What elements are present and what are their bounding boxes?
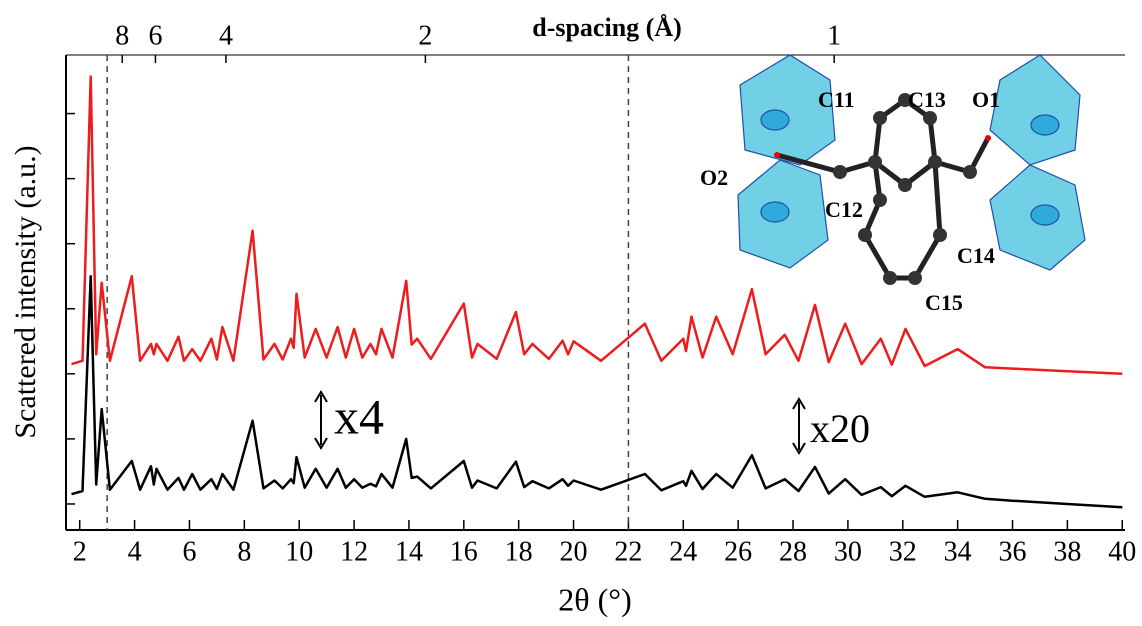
atom — [774, 152, 780, 158]
atom — [963, 165, 977, 179]
y-axis-label: Scattered intensity (a.u.) — [9, 145, 42, 438]
metal — [1030, 204, 1060, 226]
x2-tick-label: 4 — [219, 20, 233, 51]
x2-axis-label: d-spacing (Å) — [532, 13, 682, 42]
x-tick-label: 32 — [889, 536, 917, 567]
metal — [760, 109, 790, 131]
atoms — [774, 93, 991, 285]
x-tick-label: 26 — [724, 536, 752, 567]
polyhedron — [989, 54, 1081, 166]
annotation: x4 — [334, 388, 384, 444]
x-tick-label: 2 — [73, 536, 87, 567]
x-tick-label: 8 — [237, 536, 251, 567]
x2-tick-label: 8 — [115, 20, 129, 51]
polyhedron — [739, 54, 836, 166]
x-tick-label: 14 — [395, 536, 423, 567]
atom-label: C11 — [818, 87, 855, 112]
x-tick-label: 40 — [1108, 536, 1136, 567]
polyhedra — [737, 54, 1086, 271]
x-tick-label: 10 — [285, 536, 313, 567]
atom-label: C12 — [825, 197, 863, 222]
arrow-head — [792, 397, 806, 455]
x2-tick-label: 2 — [418, 20, 432, 51]
x-tick-label: 38 — [1053, 536, 1081, 567]
atom — [868, 155, 882, 169]
annotation-x20: x20 — [792, 397, 870, 455]
atom — [923, 111, 937, 125]
series-line — [71, 75, 1123, 376]
x-tick-label: 28 — [779, 536, 807, 567]
arrow-head — [314, 390, 328, 450]
metal — [760, 201, 790, 223]
atom-label: O1 — [972, 87, 1000, 112]
atom-label: O2 — [700, 165, 728, 190]
atom-label: C13 — [908, 87, 946, 112]
atom — [898, 93, 912, 107]
annotation-x4: x4 — [314, 388, 384, 450]
x-tick-label: 6 — [182, 536, 196, 567]
atom — [928, 155, 942, 169]
x-axis-label: 2θ (°) — [558, 581, 631, 617]
atom-label: C14 — [957, 243, 995, 268]
metal — [1030, 114, 1060, 136]
atom — [873, 111, 887, 125]
bond — [934, 136, 991, 175]
inset-structure: C11 C13 O1 O2 C12 C14 C15 — [700, 54, 1086, 315]
x-tick-label: 36 — [999, 536, 1027, 567]
atom — [898, 178, 912, 192]
atom — [833, 165, 847, 179]
atom-label: C15 — [925, 290, 963, 315]
plot-area: 2 4 6 8 10 12 14 16 18 20 22 24 26 28 30 32 34 36 38 408 6 4 2… — [65, 20, 1136, 567]
atom — [873, 193, 887, 207]
x2-tick-label: 1 — [827, 20, 841, 51]
x-tick-label: 22 — [614, 536, 642, 567]
atom — [985, 135, 991, 141]
atom — [933, 228, 947, 242]
x-tick-label: 30 — [834, 536, 862, 567]
x-tick-label: 4 — [128, 536, 142, 567]
atom — [908, 271, 922, 285]
x-tick-label: 16 — [450, 536, 478, 567]
annotation: x20 — [810, 406, 870, 451]
series-line — [71, 274, 1123, 509]
x-tick-label: 24 — [669, 536, 697, 567]
x-tick-label: 18 — [505, 536, 533, 567]
atom — [858, 228, 872, 242]
x-tick-label: 20 — [560, 536, 588, 567]
x2-tick-label: 6 — [148, 20, 162, 51]
x-tick-label: 34 — [944, 536, 972, 567]
atom — [883, 271, 897, 285]
x-tick-label: 12 — [340, 536, 368, 567]
